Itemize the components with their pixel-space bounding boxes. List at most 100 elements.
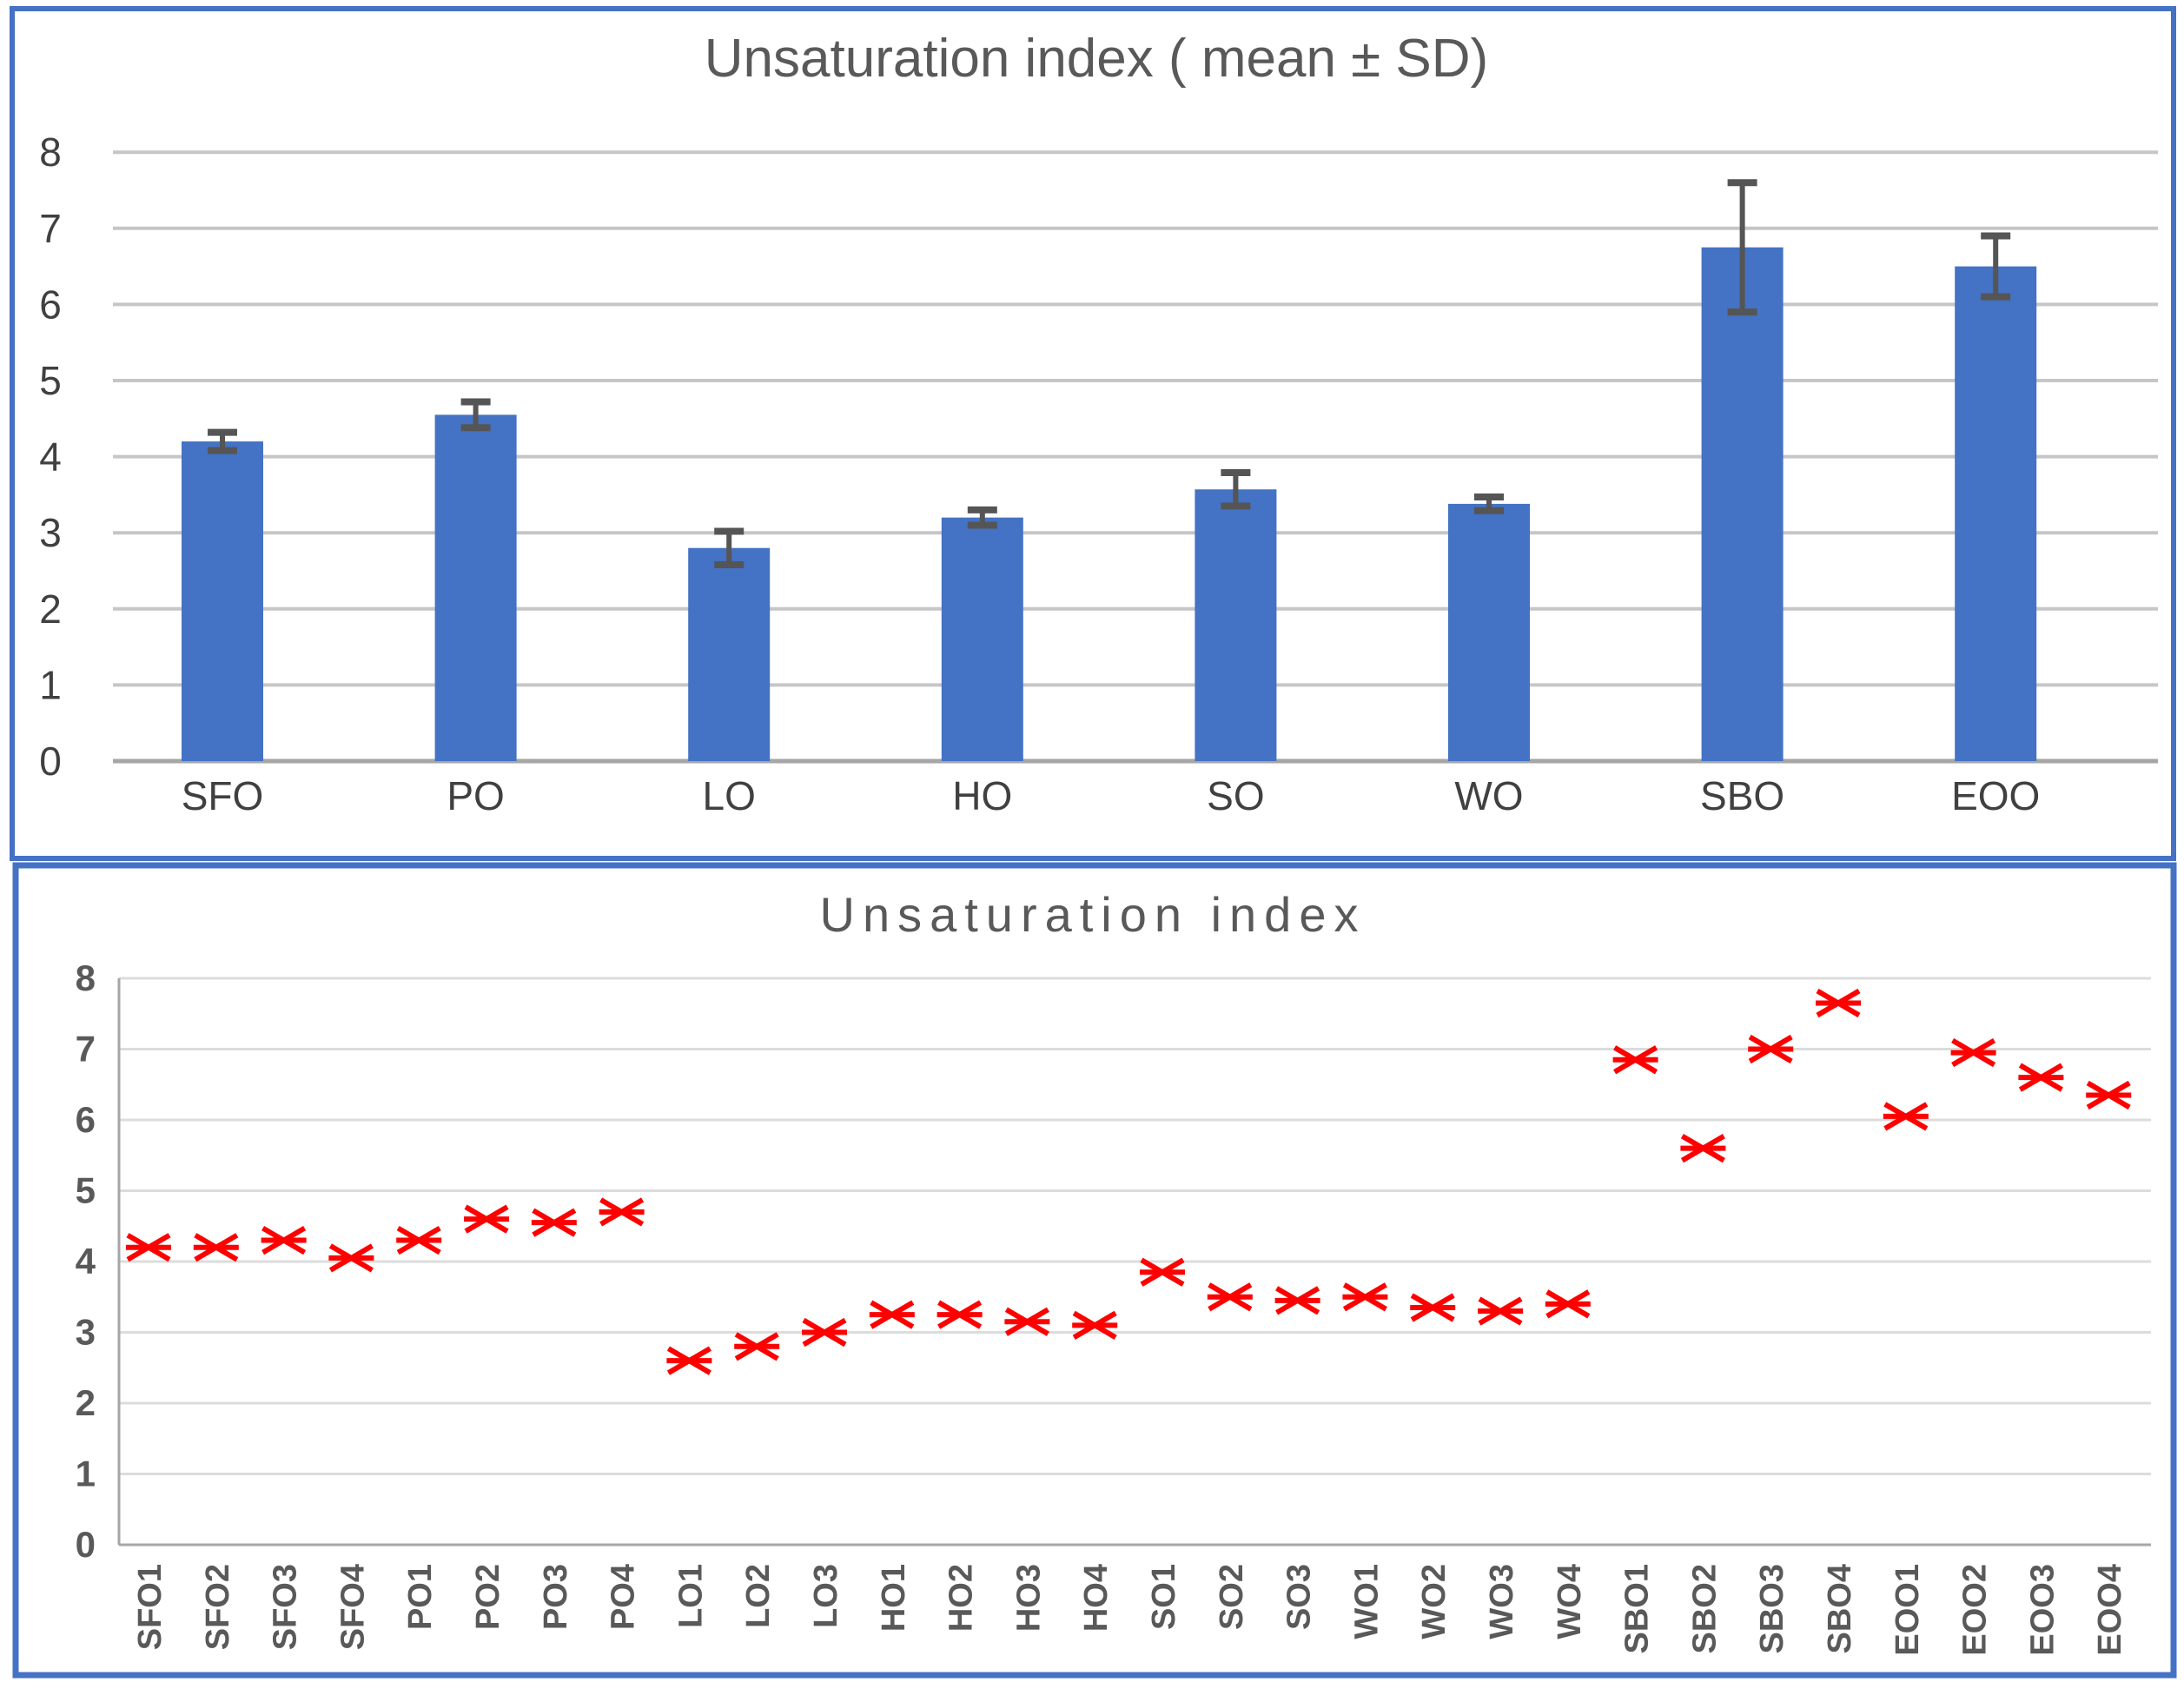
scatter-point-HO1 bbox=[869, 1300, 915, 1329]
scatter-point-SBO1 bbox=[1612, 1045, 1658, 1075]
scatter-point-PO2 bbox=[464, 1204, 509, 1234]
error-bar-SBO bbox=[1727, 179, 1757, 316]
bar-SFO bbox=[182, 441, 263, 761]
scatter-point-HO4 bbox=[1072, 1310, 1118, 1340]
y-tick-label: 4 bbox=[39, 434, 62, 480]
x-category-label: PO bbox=[447, 773, 504, 818]
scatter-point-LO1 bbox=[666, 1346, 712, 1375]
bar-SO bbox=[1195, 489, 1277, 761]
x-category-label: HO3 bbox=[1010, 1564, 1047, 1632]
bar-EOO bbox=[1955, 266, 2037, 762]
x-category-label: PO3 bbox=[538, 1564, 574, 1630]
x-category-label: LO bbox=[703, 773, 756, 818]
y-tick-label: 1 bbox=[76, 1454, 96, 1494]
x-category-label: SO1 bbox=[1146, 1564, 1182, 1630]
scatter-point-SFO2 bbox=[193, 1233, 239, 1262]
y-tick-label: 7 bbox=[76, 1029, 96, 1070]
y-tick-label: 1 bbox=[39, 662, 62, 707]
x-category-label: LO1 bbox=[672, 1564, 709, 1628]
x-category-label: WO2 bbox=[1416, 1564, 1453, 1639]
scatter-chart-y-axis-labels: 0 1 2 3 4 5 6 7 8 bbox=[76, 957, 96, 1565]
x-category-label: SBO2 bbox=[1686, 1564, 1723, 1653]
bar-chart-bars bbox=[182, 247, 2037, 762]
scatter-point-PO4 bbox=[599, 1197, 645, 1227]
scatter-point-SO2 bbox=[1207, 1282, 1253, 1312]
bar-chart-x-axis-labels: SFO PO LO HO SO WO SBO EOO bbox=[182, 773, 2041, 818]
x-category-label: SFO bbox=[182, 773, 264, 818]
x-category-label: SFO3 bbox=[268, 1564, 304, 1650]
error-bar-SFO bbox=[208, 428, 237, 454]
x-category-label: SBO4 bbox=[1822, 1564, 1858, 1653]
bar-LO bbox=[688, 547, 771, 761]
x-category-label: SFO4 bbox=[334, 1564, 371, 1650]
x-category-label: WO bbox=[1454, 773, 1523, 818]
scatter-point-SBO3 bbox=[1748, 1034, 1794, 1064]
scatter-point-SFO4 bbox=[328, 1243, 374, 1273]
scatter-point-HO3 bbox=[1004, 1307, 1050, 1336]
y-tick-label: 3 bbox=[76, 1312, 96, 1353]
x-category-label: WO3 bbox=[1484, 1564, 1520, 1639]
scatter-point-WO3 bbox=[1478, 1296, 1523, 1326]
bar-chart-gridlines bbox=[113, 150, 2158, 764]
error-bar-SO bbox=[1221, 468, 1251, 510]
y-tick-label: 6 bbox=[39, 282, 62, 327]
bar-SBO bbox=[1701, 247, 1784, 761]
x-category-label: LO2 bbox=[740, 1564, 777, 1628]
scatter-point-WO2 bbox=[1410, 1293, 1456, 1322]
scatter-point-SFO1 bbox=[126, 1233, 171, 1262]
scatter-point-EOO1 bbox=[1883, 1102, 1929, 1131]
scatter-chart-title: Unsaturation index bbox=[820, 887, 1367, 942]
scatter-point-SO1 bbox=[1140, 1257, 1185, 1287]
y-tick-label: 0 bbox=[76, 1524, 96, 1565]
bar-chart-panel-border bbox=[10, 6, 2176, 861]
x-category-label: PO1 bbox=[402, 1564, 439, 1630]
y-tick-label: 3 bbox=[39, 510, 62, 555]
x-category-label: SFO2 bbox=[200, 1564, 236, 1650]
scatter-point-HO2 bbox=[936, 1300, 983, 1329]
scatter-point-LO3 bbox=[802, 1317, 847, 1348]
x-category-label: EOO4 bbox=[2092, 1564, 2128, 1656]
scatter-point-EOO3 bbox=[2018, 1063, 2064, 1092]
x-category-label: SO bbox=[1207, 773, 1264, 818]
scatter-point-LO2 bbox=[734, 1332, 780, 1361]
y-tick-label: 0 bbox=[39, 739, 62, 784]
x-category-label: SO2 bbox=[1214, 1564, 1250, 1630]
scatter-point-SBO2 bbox=[1680, 1134, 1726, 1163]
x-category-label: SBO3 bbox=[1754, 1564, 1790, 1653]
error-bar-LO bbox=[714, 527, 745, 568]
scatter-chart-points bbox=[126, 988, 2132, 1375]
x-category-label: EOO2 bbox=[1957, 1564, 1994, 1656]
x-category-label: SBO1 bbox=[1619, 1564, 1656, 1653]
x-category-label: EOO1 bbox=[1889, 1564, 1926, 1656]
x-category-label: HO4 bbox=[1078, 1564, 1115, 1632]
y-tick-label: 2 bbox=[39, 586, 62, 632]
scatter-point-PO3 bbox=[531, 1208, 577, 1237]
x-category-label: WO4 bbox=[1552, 1564, 1588, 1639]
y-tick-label: 8 bbox=[39, 129, 62, 175]
y-tick-label: 6 bbox=[76, 1099, 96, 1140]
x-category-label: EOO3 bbox=[2024, 1564, 2061, 1656]
y-tick-label: 5 bbox=[39, 358, 62, 403]
scatter-point-WO1 bbox=[1342, 1282, 1388, 1312]
y-tick-label: 7 bbox=[39, 206, 62, 251]
x-category-label: SBO bbox=[1700, 773, 1784, 818]
bar-WO bbox=[1448, 503, 1530, 761]
scatter-point-EOO2 bbox=[1950, 1037, 1996, 1068]
y-tick-label: 4 bbox=[76, 1241, 96, 1282]
bar-PO bbox=[434, 414, 517, 761]
bar-chart-title: Unsaturation index ( mean ± SD) bbox=[705, 29, 1488, 89]
x-category-label: HO2 bbox=[943, 1564, 980, 1632]
scatter-chart-panel-border bbox=[12, 862, 2177, 1679]
x-category-label: WO1 bbox=[1348, 1564, 1385, 1639]
y-tick-label: 8 bbox=[76, 957, 96, 998]
bar-chart-error-bars bbox=[208, 179, 2011, 568]
x-category-label: PO4 bbox=[606, 1564, 642, 1630]
error-bar-HO bbox=[967, 506, 997, 529]
y-tick-label: 5 bbox=[76, 1170, 96, 1211]
bar-chart-y-axis-labels: 0 1 2 3 4 5 6 7 8 bbox=[39, 129, 62, 784]
scatter-point-SFO3 bbox=[261, 1225, 307, 1255]
scatter-chart-x-axis-labels: SFO1 SFO2 SFO3 SFO4 PO1 PO2 PO3 PO4 LO1 LO2 LO3 HO1… bbox=[132, 1564, 2128, 1656]
scatter-point-SO3 bbox=[1274, 1286, 1320, 1315]
